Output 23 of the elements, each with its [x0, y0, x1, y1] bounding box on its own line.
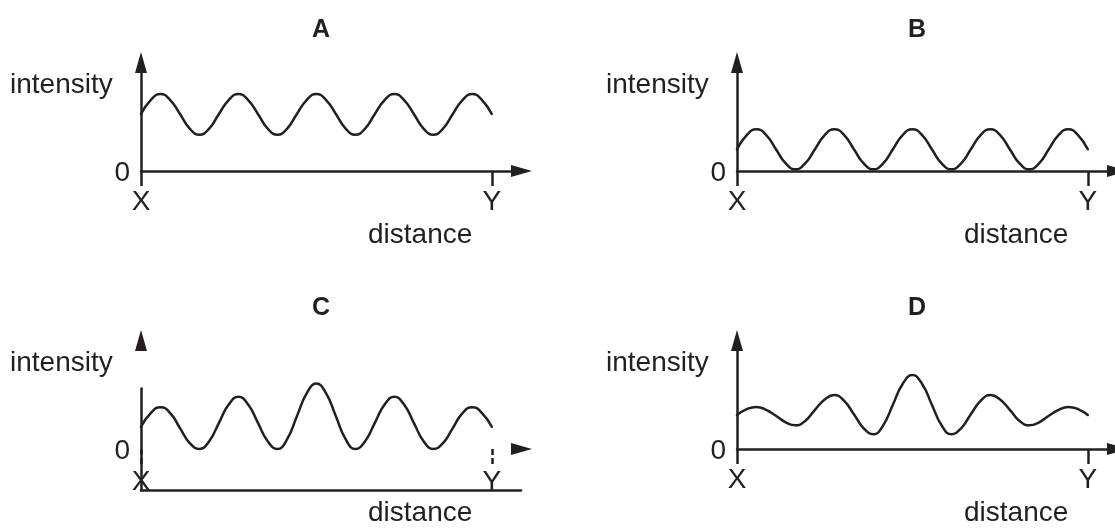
chart-title: A [311, 13, 331, 42]
text: 0 [114, 433, 130, 465]
x-tick-label: X [727, 462, 747, 494]
chart-title: C [311, 291, 331, 320]
text: 0 [114, 155, 130, 187]
chart-title: B [907, 13, 927, 42]
x-tick-label: X [727, 184, 747, 216]
chart-title: D [907, 291, 927, 320]
x-tick-label: Y [1078, 462, 1098, 494]
y-axis-title: intensity [10, 345, 113, 377]
y-axis-title: intensity [10, 67, 113, 99]
x-axis-title: distance [368, 217, 473, 249]
y-axis-title: intensity [606, 345, 709, 377]
text: 0 [710, 155, 726, 187]
x-tick-label: Y [482, 464, 502, 496]
x-axis-title: distance [368, 495, 473, 527]
text: 0 [710, 433, 726, 465]
x-axis-title: distance [964, 495, 1069, 527]
x-tick-label: Y [1078, 184, 1098, 216]
x-axis-title: distance [964, 217, 1069, 249]
x-tick-label: X [131, 184, 151, 216]
x-tick-label: Y [482, 184, 502, 216]
y-axis-title: intensity [606, 67, 709, 99]
